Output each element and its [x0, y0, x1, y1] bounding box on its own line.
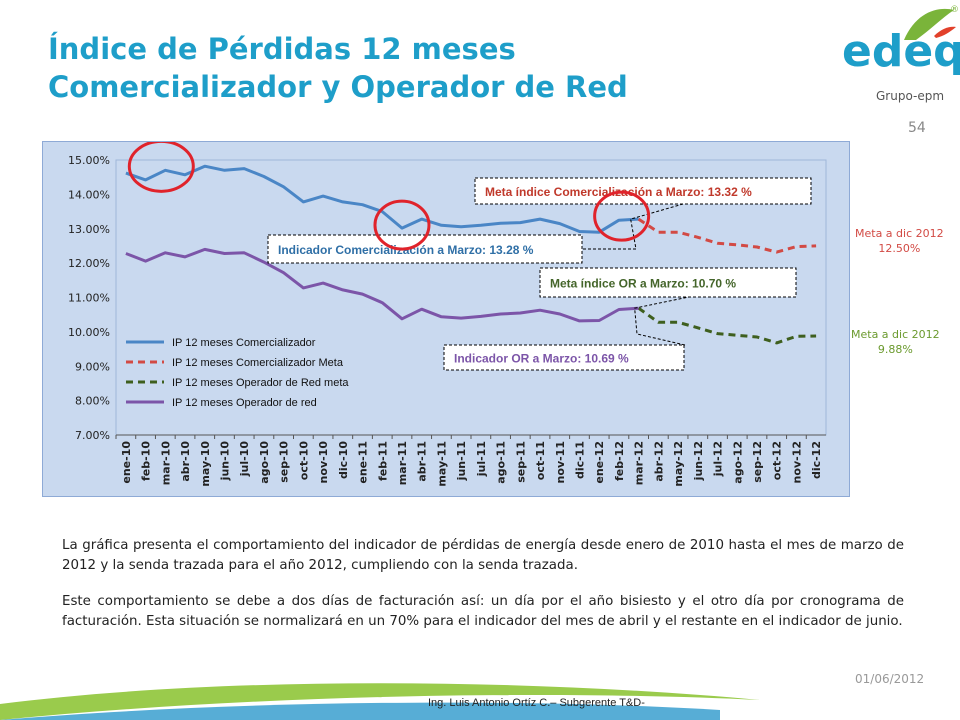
y-tick-label: 11.00%	[68, 292, 110, 305]
highlight-circle-mar-10	[127, 142, 195, 193]
title-line-1: Índice de Pérdidas 12 meses	[48, 32, 516, 66]
swoosh-blue	[0, 702, 720, 720]
x-tick-label: may-10	[199, 441, 212, 487]
x-tick-label: jun-10	[218, 441, 231, 482]
y-tick-label: 10.00%	[68, 326, 110, 339]
x-tick-label: oct-11	[534, 441, 547, 480]
annotation-text-indicador-or: Indicador OR a Marzo: 10.69 %	[454, 352, 629, 366]
x-tick-label: sep-10	[278, 441, 291, 483]
logo-group-text: Grupo-epm	[876, 89, 944, 103]
x-tick-label: dic-10	[337, 441, 350, 479]
y-tick-label: 14.00%	[68, 188, 110, 201]
x-tick-label: mar-11	[396, 441, 409, 485]
page-number: 54	[908, 120, 926, 136]
logo-leaf-green	[904, 8, 954, 40]
series-line-4	[125, 247, 639, 323]
x-tick-label: jul-12	[712, 441, 725, 477]
x-tick-label: may-12	[672, 441, 685, 487]
edeq-logo: edeq ® Grupo-epm	[838, 0, 960, 112]
x-tick-label: ago-10	[258, 441, 271, 484]
highlight-circle-mar-11	[373, 199, 431, 251]
x-tick-label: feb-11	[376, 441, 389, 481]
x-tick-label: sep-12	[751, 441, 764, 483]
annotation-text-meta-or: Meta índice OR a Marzo: 10.70 %	[550, 277, 736, 291]
x-tick-label: ene-12	[593, 441, 606, 484]
series-line-3	[637, 306, 817, 345]
swoosh-green	[0, 683, 760, 720]
x-tick-label: dic-11	[573, 441, 586, 479]
x-tick-label: ene-10	[120, 441, 133, 484]
meta-comercializador-label: Meta a dic 2012	[855, 227, 944, 240]
title-line-2: Comercializador y Operador de Red	[48, 70, 628, 104]
x-tick-label: abr-10	[179, 441, 192, 482]
annotation-box-indicador-or	[443, 344, 685, 371]
logo-registered-mark: ®	[950, 5, 959, 15]
x-tick-label: feb-12	[613, 441, 626, 481]
x-tick-label: ago-12	[731, 441, 744, 484]
highlight-circle-mar-12	[593, 190, 651, 242]
x-tick-label: mar-10	[159, 441, 172, 486]
x-tick-label: jun-11	[455, 441, 468, 481]
x-tick-label: nov-11	[554, 441, 567, 483]
footer-author: Ing. Luis Antonio Ortíz C.– Subgerente T…	[428, 697, 645, 709]
x-tick-label: jun-12	[692, 441, 705, 481]
x-tick-label: nov-12	[790, 441, 803, 483]
description: La gráfica presenta el comportamiento de…	[62, 536, 904, 648]
legend-label-3: IP 12 meses Operador de Red meta	[172, 377, 349, 389]
logo-brand-text: edeq	[842, 26, 960, 77]
x-tick-label: sep-11	[514, 441, 527, 483]
x-tick-label: may-11	[435, 441, 448, 487]
x-tick-label: jul-10	[238, 441, 251, 478]
y-tick-label: 12.00%	[68, 257, 110, 270]
x-tick-label: mar-12	[633, 441, 646, 485]
y-tick-label: 7.00%	[75, 429, 110, 442]
chart-canvas: 7.00% 8.00% 9.00% 10.00% 11.00% 12.00% 13.00% 1…	[68, 142, 827, 487]
y-tick-label: 9.00%	[75, 360, 110, 373]
meta-comercializador-value: 12.50%	[878, 242, 921, 255]
connector-or	[634, 296, 690, 346]
y-tick-label: 15.00%	[68, 154, 110, 167]
x-tick-label: abr-12	[652, 441, 665, 482]
page-title: Índice de Pérdidas 12 meses Comercializa…	[48, 30, 628, 106]
edeq-logo-graphic: edeq ® Grupo-epm	[842, 5, 960, 103]
x-tick-label: nov-10	[317, 441, 330, 484]
loss-index-chart: 7.00% 8.00% 9.00% 10.00% 11.00% 12.00% 13.00% 1…	[42, 141, 850, 497]
x-tick-label: ene-11	[357, 441, 370, 484]
series-line-1	[125, 164, 639, 234]
description-paragraph-2: Este comportamiento se debe a dos días d…	[62, 594, 904, 629]
footer-date: 01/06/2012	[855, 672, 925, 686]
meta-operador-value: 9.88%	[877, 343, 913, 356]
meta-comercializador-note: Meta a dic 2012 12.50%	[855, 226, 944, 256]
x-tick-label: abr-11	[416, 441, 429, 482]
x-tick-label: oct-12	[771, 441, 784, 480]
legend-label-2: IP 12 meses Comercializador Meta	[172, 357, 344, 369]
y-tick-label: 13.00%	[68, 223, 110, 236]
series-line-2	[637, 217, 817, 254]
y-tick-label: 8.00%	[75, 395, 110, 408]
x-tick-label: feb-10	[140, 441, 153, 481]
meta-operador-note: Meta a dic 2012 9.88%	[851, 327, 940, 357]
x-tick-label: dic-12	[810, 441, 823, 479]
x-tick-label: oct-10	[297, 441, 310, 481]
footer-swoosh	[0, 683, 760, 720]
logo-leaf-red	[934, 26, 956, 38]
connector-comercializacion	[583, 203, 684, 250]
legend-label-1: IP 12 meses Comercializador	[172, 337, 316, 349]
x-tick-label: ago-11	[495, 441, 508, 484]
legend-label-4: IP 12 meses Operador de red	[172, 397, 317, 409]
description-paragraph-1: La gráfica presenta el comportamiento de…	[62, 538, 904, 573]
x-tick-label: jul-11	[475, 441, 488, 477]
annotation-box-meta-or	[539, 267, 797, 298]
meta-operador-label: Meta a dic 2012	[851, 328, 940, 341]
